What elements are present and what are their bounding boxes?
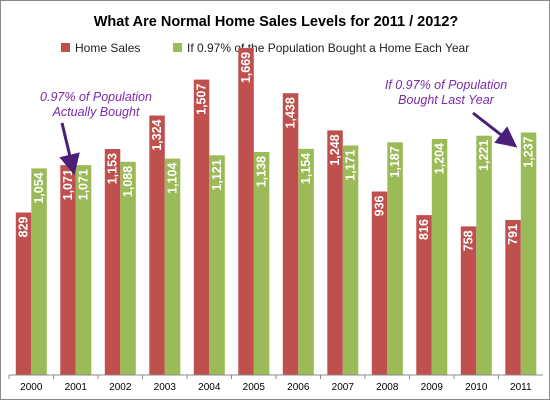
bar-home-sales-2011 [505,220,521,375]
data-label-population-rate-2004: 1,121 [210,159,224,190]
data-label-home-sales-2008: 936 [373,195,387,216]
data-label-home-sales-2007: 1,248 [328,134,342,165]
data-label-population-rate-2011: 1,237 [522,136,536,167]
bar-population-rate-2002 [120,161,136,375]
x-tick-label-2006: 2006 [287,382,310,393]
legend-label-home-sales: Home Sales [75,41,140,55]
bar-population-rate-2007 [342,145,359,375]
annotation-right: If 0.97% of Population Bought Last Year [385,78,518,148]
data-label-home-sales-2006: 1,438 [284,97,298,128]
chart-title: What Are Normal Home Sales Levels for 20… [94,14,459,30]
annotation-left: 0.97% of Population Actually Bought [40,90,152,176]
annotation-right-arrow [472,111,518,148]
data-label-home-sales-2011: 791 [506,224,520,245]
data-label-population-rate-2007: 1,171 [344,149,358,180]
bar-home-sales-2005 [238,47,254,376]
data-label-population-rate-2009: 1,204 [433,143,447,174]
annotation-left-line-2: Actually Bought [52,105,140,119]
data-label-home-sales-2010: 758 [462,230,476,251]
bar-home-sales-2010 [460,226,477,375]
bar-population-rate-2003 [164,158,181,375]
bar-population-rate-2005 [253,152,270,375]
x-tick-label-2010: 2010 [465,382,488,393]
data-label-home-sales-2000: 829 [17,216,31,237]
x-tick-label-2003: 2003 [154,382,177,393]
bar-population-rate-2010 [476,135,492,375]
bar-home-sales-2004 [193,79,210,375]
x-tick-label-2011: 2011 [510,382,532,393]
annotation-left-arrow [59,122,80,176]
bar-home-sales-2008 [371,191,388,375]
legend: Home Sales If 0.97% of the Population Bo… [61,41,469,55]
x-tick-label-2000: 2000 [20,382,43,393]
data-label-population-rate-2005: 1,138 [255,156,269,187]
annotation-right-line-2: Bought Last Year [398,93,495,107]
data-label-population-rate-2006: 1,154 [299,153,313,184]
data-label-population-rate-2002: 1,088 [121,166,135,197]
bar-population-rate-2001 [75,165,92,375]
bar-population-rate-2009 [431,139,448,375]
x-tick-label-2005: 2005 [243,382,266,393]
bar-home-sales-2003 [149,115,165,375]
bars [15,47,537,376]
bar-home-sales-2007 [327,130,343,375]
x-tick-label-2002: 2002 [109,382,132,393]
bar-home-sales-2006 [282,93,299,375]
bar-population-rate-2000 [31,168,47,375]
x-tick-label-2009: 2009 [421,382,444,393]
annotation-left-line-1: 0.97% of Population [40,90,152,104]
data-label-population-rate-2008: 1,187 [388,146,402,177]
data-label-population-rate-2003: 1,104 [166,163,180,194]
x-tick-label-2008: 2008 [376,382,399,393]
data-label-population-rate-2010: 1,221 [477,140,491,171]
legend-swatch-home-sales [61,43,70,52]
bar-home-sales-2009 [416,215,432,375]
data-label-home-sales-2004: 1,507 [195,84,209,115]
bar-population-rate-2011 [520,132,537,375]
data-label-population-rate-2000: 1,054 [32,172,46,203]
data-label-home-sales-2001: 1,071 [61,169,75,200]
bar-home-sales-2001 [60,165,76,375]
data-label-home-sales-2005: 1,669 [239,52,253,83]
bar-home-sales-2000 [15,212,32,375]
bar-population-rate-2008 [387,142,403,375]
data-label-population-rate-2001: 1,071 [77,169,91,200]
x-axis-ticks: 2000 2001 2002 2003 2004 2005 2006 2007 2008 2009… [8,375,532,393]
x-tick-label-2001: 2001 [65,382,88,393]
legend-swatch-population-rate [173,43,182,52]
x-tick-label-2004: 2004 [198,382,221,393]
annotation-right-line-1: If 0.97% of Population [385,78,507,92]
data-label-home-sales-2003: 1,324 [150,119,164,150]
bar-population-rate-2004 [209,155,225,375]
data-label-home-sales-2009: 816 [417,219,431,240]
bar-home-sales-2002 [104,149,121,375]
legend-label-population-rate: If 0.97% of the Population Bought a Home… [187,41,469,55]
data-label-home-sales-2002: 1,153 [106,153,120,184]
bar-population-rate-2006 [298,148,314,375]
x-tick-label-2007: 2007 [332,382,355,393]
